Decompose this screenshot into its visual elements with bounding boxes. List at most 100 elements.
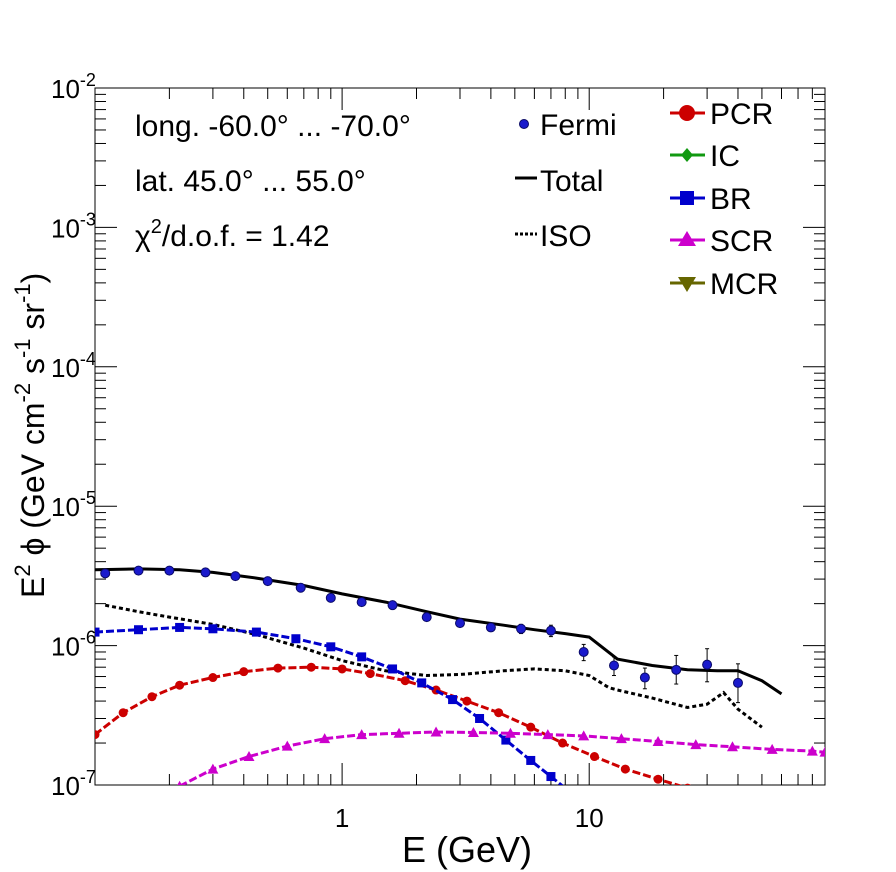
series-pcr-point [239, 667, 249, 677]
fermi-point [164, 565, 175, 576]
x-tick-label-10: 10 [575, 803, 604, 833]
legend-left: Fermi Total ISO [515, 109, 617, 253]
series-scr-point [652, 736, 664, 747]
series-br-point [546, 772, 556, 782]
fermi-point [421, 612, 432, 623]
series-br-point [357, 652, 367, 662]
series-scr-point [207, 763, 219, 774]
legend-fermi-label: Fermi [540, 109, 617, 142]
y-tick-label: 10-3 [51, 209, 96, 243]
fermi-point [485, 622, 496, 633]
series-pcr-point [589, 752, 599, 762]
series-scr-point [806, 745, 818, 756]
series-pcr-point [684, 783, 691, 785]
legend-mcr-marker [678, 277, 696, 292]
series-br-point [475, 713, 485, 723]
series-br-point [565, 787, 574, 796]
fermi-point [578, 646, 589, 657]
series-scr-point [504, 727, 516, 738]
series-scr-point [542, 729, 554, 740]
fermi-point [702, 659, 713, 670]
legend-ic-marker [681, 148, 693, 162]
series-br-point [251, 627, 261, 637]
series-scr-point [615, 733, 627, 744]
series-pcr-point [620, 764, 630, 774]
series-scr-point [177, 780, 182, 785]
legend-right: PCR IC BR SCR MCR [670, 98, 778, 301]
series-scr-point [726, 741, 738, 752]
chi2-annotation: χ2/d.o.f. = 1.42 [135, 216, 330, 253]
legend-fermi-marker [519, 119, 529, 129]
fermi-point [262, 576, 273, 587]
x-axis-title: E (GeV) [402, 829, 532, 870]
series-pcr-line [95, 665, 683, 785]
legend-ic-label: IC [710, 140, 740, 173]
y-tick-label: 10-7 [51, 767, 96, 801]
series-scr-point [766, 743, 778, 754]
series-pcr-point [494, 708, 504, 718]
fermi-point [325, 592, 336, 603]
series-pcr-point [653, 774, 663, 784]
fermi-point [230, 571, 241, 582]
series-scr-point [467, 727, 479, 738]
longitude-annotation: long. -60.0° ... -70.0° [135, 110, 411, 143]
series-br-point [291, 634, 301, 644]
series-br-point [95, 627, 100, 637]
fermi-point [545, 625, 556, 636]
series-br-point [448, 695, 458, 705]
series-br-point [417, 678, 427, 688]
series-pcr-point [208, 673, 218, 683]
fermi-point [516, 623, 527, 634]
y-axis-title: E2 ϕ (GeV cm-2 s-1 sr-1) [10, 273, 51, 598]
series-pcr-point [147, 692, 157, 702]
series-pcr-point [273, 663, 283, 673]
series-pcr-point [118, 708, 128, 718]
series-pcr-point [400, 676, 410, 686]
series-br-point [175, 622, 185, 632]
fermi-point [295, 582, 306, 593]
series-scr-point [393, 727, 405, 738]
legend-pcr-marker [679, 105, 695, 121]
series-br-point [326, 642, 336, 652]
fermi-point [455, 618, 465, 629]
legend-br-marker [680, 191, 694, 205]
series-scr-point [319, 733, 331, 744]
series-br-point [501, 735, 511, 745]
curve-layer [95, 567, 825, 796]
series-iso-line [104, 603, 763, 729]
series-br-point [526, 755, 536, 765]
legend-br-label: BR [710, 183, 752, 216]
y-tick-labels: 10-7 10-6 10-5 10-4 10-3 10-2 [51, 70, 96, 801]
fermi-point [609, 660, 620, 671]
latitude-annotation: lat. 45.0° ... 55.0° [135, 165, 366, 198]
series-br-point [388, 664, 398, 674]
legend-iso-label: ISO [540, 220, 592, 253]
x-tick-label-1: 1 [335, 803, 349, 833]
legend-pcr-label: PCR [710, 98, 773, 131]
fermi-points-layer [100, 565, 743, 704]
fermi-point [100, 568, 111, 579]
series-pcr-point [558, 738, 568, 748]
series-pcr-point [306, 662, 316, 672]
legend-scr-marker [678, 231, 696, 246]
series-scr-point [819, 746, 825, 757]
series-scr-point [690, 739, 702, 750]
legend-total-label: Total [540, 165, 603, 198]
y-tick-label: 10-6 [51, 628, 96, 662]
series-pcr-point [95, 730, 100, 740]
series-scr-point [578, 730, 590, 741]
series-pcr-point [337, 664, 347, 674]
fermi-point [133, 565, 144, 576]
fermi-point [732, 677, 743, 688]
legend-scr-label: SCR [710, 225, 773, 258]
series-br-line [95, 625, 564, 785]
fermi-point [356, 597, 367, 608]
series-scr-point [356, 729, 368, 740]
y-tick-label: 10-5 [51, 488, 96, 522]
fermi-point [387, 600, 398, 611]
y-tick-label: 10-4 [51, 349, 96, 383]
fermi-point [639, 672, 650, 683]
series-scr-point [243, 751, 255, 762]
series-br-point [208, 624, 218, 634]
